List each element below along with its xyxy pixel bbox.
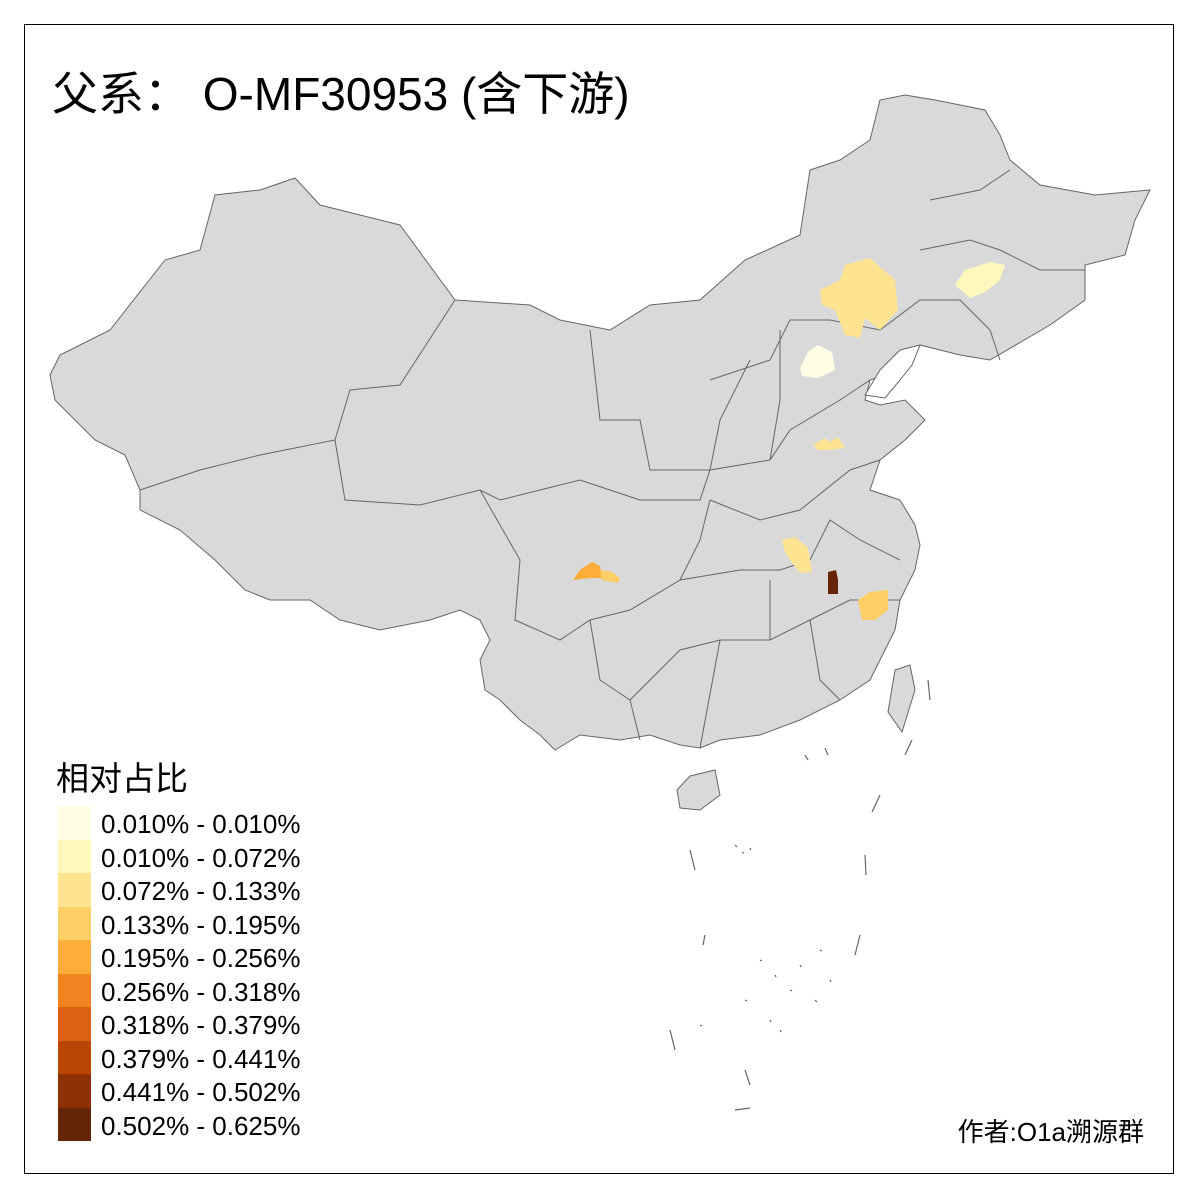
region-jiangxi xyxy=(828,570,838,594)
legend-swatch xyxy=(58,839,91,873)
region-zhejiang xyxy=(858,590,888,620)
region-north-hebei xyxy=(820,258,898,338)
legend-label: 0.010% - 0.072% xyxy=(101,842,301,873)
legend-swatch xyxy=(58,940,91,974)
legend-label: 0.256% - 0.318% xyxy=(101,976,301,1007)
legend-item: 0.379% - 0.441% xyxy=(58,1040,358,1074)
highlighted-regions xyxy=(573,258,1005,620)
legend-label: 0.502% - 0.625% xyxy=(101,1110,301,1141)
legend-swatch xyxy=(58,1040,91,1074)
legend-swatch xyxy=(58,873,91,907)
region-shandong xyxy=(813,437,845,450)
legend-swatch xyxy=(58,1107,91,1141)
legend-item: 0.010% - 0.010% xyxy=(58,806,358,840)
map-frame xyxy=(24,24,1174,1174)
region-anhui xyxy=(782,537,812,573)
china-mainland xyxy=(49,94,1151,751)
legend-label: 0.379% - 0.441% xyxy=(101,1043,301,1074)
legend-swatch xyxy=(58,1074,91,1108)
legend-label: 0.318% - 0.379% xyxy=(101,1010,301,1040)
bohai-sea xyxy=(864,344,921,399)
region-beijing xyxy=(800,345,835,378)
legend-item: 0.133% - 0.195% xyxy=(58,906,358,940)
region-heilongjiang xyxy=(955,262,1005,298)
legend-item: 0.441% - 0.502% xyxy=(58,1074,358,1108)
south-sea-islands xyxy=(669,679,931,1111)
legend-item: 0.072% - 0.133% xyxy=(58,873,358,907)
legend-label: 0.195% - 0.256% xyxy=(101,943,301,973)
legend-item: 0.256% - 0.318% xyxy=(58,973,358,1007)
legend-swatch xyxy=(58,973,91,1007)
legend-title: 相对占比 xyxy=(56,760,188,797)
author-credit: 作者:O1a溯源群 xyxy=(957,1117,1144,1147)
legend-item: 0.010% - 0.072% xyxy=(58,839,358,873)
legend-label: 0.441% - 0.502% xyxy=(101,1077,301,1107)
hainan-island xyxy=(676,769,721,811)
taiwan-island xyxy=(887,664,916,734)
legend-label: 0.010% - 0.010% xyxy=(101,809,301,839)
province-borders xyxy=(139,169,1085,749)
legend-item: 0.318% - 0.379% xyxy=(58,1007,358,1041)
legend-swatch xyxy=(58,806,91,840)
legend-item: 0.502% - 0.625% xyxy=(58,1107,358,1141)
legend-item: 0.195% - 0.256% xyxy=(58,940,358,974)
legend-swatch xyxy=(58,906,91,940)
region-sichuan-2 xyxy=(600,570,620,583)
map-title: 父系： O-MF30953 (含下游) xyxy=(52,68,630,120)
region-sichuan xyxy=(573,562,602,580)
legend-swatch xyxy=(58,1007,91,1041)
legend-label: 0.072% - 0.133% xyxy=(101,876,301,906)
legend-label: 0.133% - 0.195% xyxy=(101,909,301,940)
